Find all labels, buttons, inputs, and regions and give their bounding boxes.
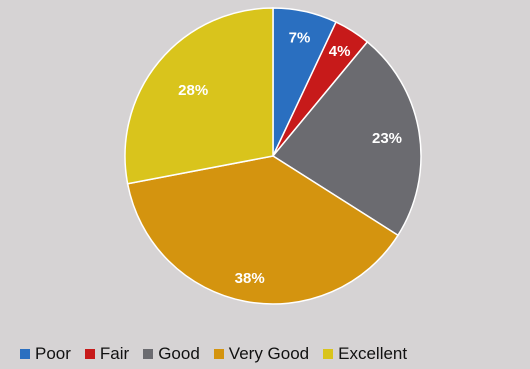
legend-item-fair: Fair [84,344,130,364]
legend-label-fair: Fair [99,344,130,363]
legend-swatch-very-good [213,349,224,359]
legend-label-excellent: Excellent [338,344,408,363]
slice-label-good: 23% [372,130,402,147]
legend-label-poor: Poor [35,344,71,363]
pie-slice-good [271,40,422,237]
legend: Poor Fair Good Very Good Excellent [20,343,530,365]
legend-swatch-good [143,349,154,359]
legend-swatch-poor [20,349,30,359]
pie-chart: 7% 4% 23% 38% 28% [124,7,422,305]
legend-item-poor: Poor [20,344,71,364]
legend-swatch-excellent [323,349,334,359]
pie-slice-excellent [124,7,274,185]
pie-slice-very-good [126,155,399,305]
legend-label-good: Good [158,344,200,363]
legend-swatch-fair [84,349,95,359]
legend-label-very-good: Very Good [228,344,310,363]
legend-item-excellent: Excellent [323,344,407,364]
legend-item-good: Good [143,344,200,364]
slice-label-poor: 7% [289,30,311,47]
slice-label-very-good: 38% [235,270,265,287]
slice-label-excellent: 28% [178,82,208,99]
legend-item-very-good: Very Good [213,344,310,364]
slice-label-fair: 4% [329,43,351,60]
